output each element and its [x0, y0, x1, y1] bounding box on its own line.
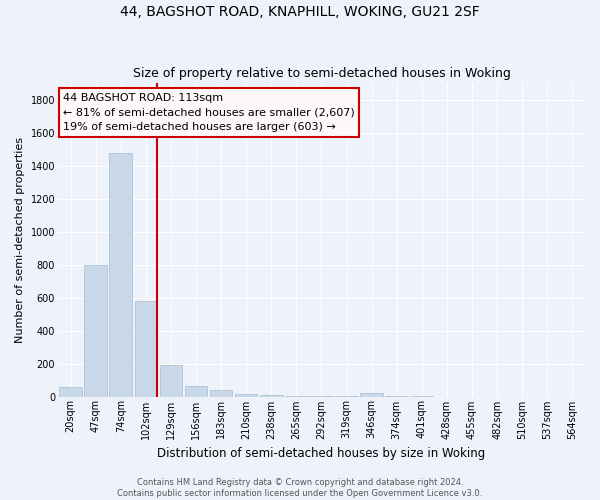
Bar — [109, 152, 132, 396]
X-axis label: Distribution of semi-detached houses by size in Woking: Distribution of semi-detached houses by … — [157, 447, 485, 460]
Text: 44, BAGSHOT ROAD, KNAPHILL, WOKING, GU21 2SF: 44, BAGSHOT ROAD, KNAPHILL, WOKING, GU21… — [120, 5, 480, 19]
Bar — [85, 264, 107, 396]
Bar — [160, 365, 182, 396]
Title: Size of property relative to semi-detached houses in Woking: Size of property relative to semi-detach… — [133, 66, 511, 80]
Text: Contains HM Land Registry data © Crown copyright and database right 2024.
Contai: Contains HM Land Registry data © Crown c… — [118, 478, 482, 498]
Bar — [260, 395, 283, 396]
Bar — [134, 301, 157, 396]
Text: 44 BAGSHOT ROAD: 113sqm
← 81% of semi-detached houses are smaller (2,607)
19% of: 44 BAGSHOT ROAD: 113sqm ← 81% of semi-de… — [63, 93, 355, 132]
Bar — [361, 393, 383, 396]
Y-axis label: Number of semi-detached properties: Number of semi-detached properties — [15, 137, 25, 343]
Bar — [210, 390, 232, 396]
Bar — [185, 386, 207, 396]
Bar — [235, 394, 257, 396]
Bar — [59, 386, 82, 396]
